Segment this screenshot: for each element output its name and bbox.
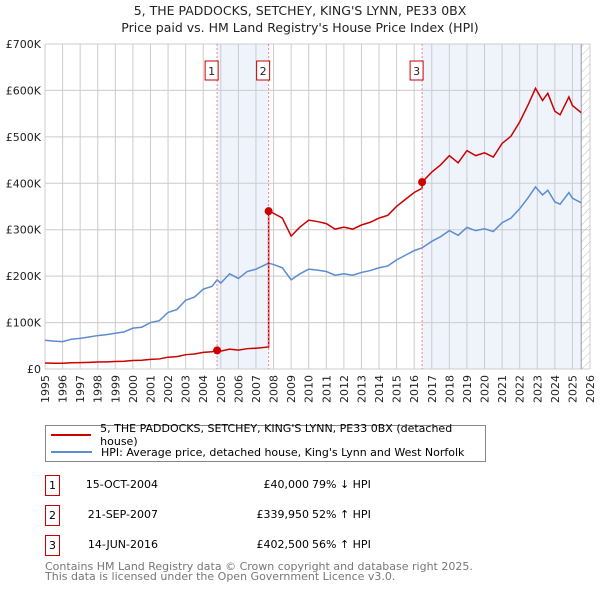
x-tick-label: 2017 [426,375,439,403]
x-tick-label: 2010 [303,375,316,403]
sale-label-box-1 [204,60,219,81]
property-price-line [44,86,582,365]
x-tick-label: 2014 [373,375,386,403]
sale-point-3 [418,178,427,187]
sale-label-2: 2 [260,65,267,78]
x-tick-label: 2023 [531,375,544,403]
sale-hpi-diff: 52% ↑ HPI [312,508,371,521]
sale-hpi-diff: 56% ↑ HPI [312,538,371,551]
chart-subtitle: Price paid vs. HM Land Registry's House … [121,20,479,35]
sale-point-1 [213,346,222,355]
price-chart: 1995 1996 1997 1998 1999 2000 2001 2002 2003 2004… [6,38,597,403]
chart-title: 5, THE PADDOCKS, SETCHEY, KING'S LYNN, P… [133,3,467,18]
x-tick-label: 2005 [215,375,228,403]
x-tick-label: 2009 [285,375,298,403]
x-tick-label: 2001 [144,375,157,403]
x-tick-label: 2016 [408,375,421,403]
y-tick-label: £0 [27,363,41,376]
x-tick-label: 2020 [479,375,492,403]
x-tick-label: 2003 [180,375,193,403]
footer-license: This data is licensed under the Open Gov… [45,570,396,583]
y-tick-label: £100K [6,317,42,330]
x-tick-label: 2013 [355,375,368,403]
x-tick-label: 2002 [162,375,175,403]
sale-label-box-3 [409,60,424,81]
sale-date: 15-OCT-2004 [85,478,158,491]
x-tick-label: 2019 [461,375,474,403]
legend-label-property: 5, THE PADDOCKS, SETCHEY, KING'S LYNN, P… [100,422,453,448]
x-tick-label: 1998 [92,375,105,403]
sale-label-1: 1 [208,65,215,78]
sale-number: 1 [45,475,60,496]
sale-price: £40,000 [263,478,310,491]
x-tick-label: 2025 [566,375,579,403]
x-tick-label: 2022 [514,375,527,403]
y-tick-label: £400K [6,177,42,190]
hpi-line [44,185,582,343]
x-tick-label: 2006 [232,375,245,403]
sale-hpi-diff: 79% ↓ HPI [312,478,371,491]
y-tick-label: £600K [6,84,42,97]
x-tick-label: 2021 [496,375,509,403]
x-tick-label: 1999 [109,375,122,403]
x-tick-label: 1997 [74,375,87,403]
legend-label-hpi: HPI: Average price, detached house, King… [101,445,465,459]
sale-row: 3 14-JUN-2016 £402,500 56% ↑ HPI [45,535,445,556]
shaded-region-1 [217,44,269,369]
x-tick-label: 2024 [549,375,562,403]
y-tick-label: £700K [6,38,42,51]
x-tick-label: 2004 [197,375,210,403]
sale-row: 2 21-SEP-2007 £339,950 52% ↑ HPI [45,505,445,526]
sale-price: £339,950 [256,508,310,521]
x-tick-label: 2012 [338,375,351,403]
sale-number: 3 [45,535,60,556]
legend: 5, THE PADDOCKS, SETCHEY, KING'S LYNN, P… [45,422,486,462]
sale-point-2 [264,207,273,216]
y-tick-label: £500K [6,131,42,144]
x-tick-label: 2018 [443,375,456,403]
sale-label-3: 3 [413,65,420,78]
x-tick-label: 2026 [584,375,597,403]
footer-copyright: Contains HM Land Registry data © Crown c… [45,560,473,573]
sale-number: 2 [45,505,60,526]
legend-swatch-property [51,434,92,436]
x-tick-label: 2008 [268,375,281,403]
x-tick-label: 1996 [57,375,70,403]
sale-date: 14-JUN-2016 [87,538,158,551]
sale-price: £402,500 [256,538,310,551]
x-tick-label: 2015 [391,375,404,403]
sale-label-box-2 [256,60,271,81]
x-tick-label: 1995 [39,375,52,403]
y-tick-label: £200K [6,270,42,283]
x-tick-label: 2007 [250,375,263,403]
y-tick-label: £300K [6,224,42,237]
sale-date: 21-SEP-2007 [87,508,158,521]
x-tick-label: 2011 [320,375,333,403]
future-hatch [581,44,590,369]
x-tick-label: 2000 [127,375,140,403]
sale-row: 1 15-OCT-2004 £40,000 79% ↓ HPI [45,475,445,496]
legend-swatch-hpi [51,451,92,453]
